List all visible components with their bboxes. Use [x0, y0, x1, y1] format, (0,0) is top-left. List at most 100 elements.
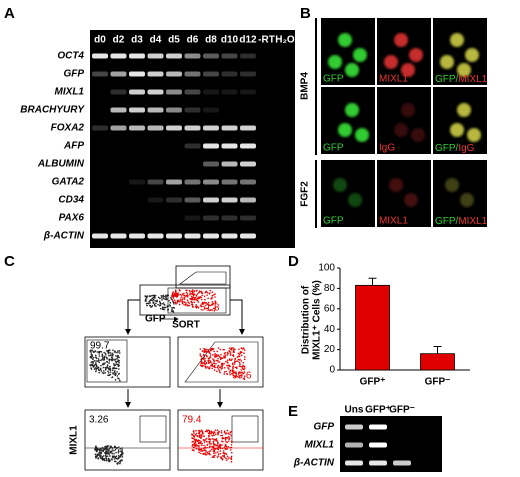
- event: [112, 362, 115, 365]
- event: [98, 454, 101, 456]
- gene-label: MIXL1: [55, 87, 85, 98]
- event: [91, 355, 94, 358]
- event: [161, 299, 163, 301]
- event: [89, 349, 92, 352]
- event: [242, 361, 245, 364]
- group-label: BMP4: [300, 72, 311, 100]
- lane-label: GFP⁻: [389, 405, 415, 416]
- event: [163, 304, 166, 306]
- event: [227, 361, 229, 364]
- y-axis-label: Distribution of: [301, 285, 312, 354]
- event: [205, 430, 208, 433]
- event: [200, 444, 203, 447]
- band: [129, 233, 145, 239]
- event: [148, 300, 150, 303]
- event: [203, 444, 205, 447]
- event: [98, 361, 101, 364]
- event: [214, 308, 217, 310]
- event: [224, 445, 227, 447]
- event: [213, 364, 216, 367]
- event: [107, 457, 110, 460]
- event: [198, 290, 201, 292]
- band: [147, 233, 164, 239]
- event: [227, 367, 229, 369]
- gate-value: 99.6: [232, 371, 252, 382]
- event: [107, 445, 110, 447]
- event: [195, 304, 197, 306]
- event: [109, 367, 111, 369]
- event: [171, 295, 173, 297]
- event: [223, 454, 226, 456]
- event: [116, 375, 119, 377]
- event: [230, 446, 233, 449]
- band: [345, 460, 363, 466]
- event: [113, 364, 116, 366]
- event: [116, 371, 118, 373]
- event: [198, 434, 201, 437]
- event: [114, 360, 117, 363]
- event: [194, 434, 197, 436]
- event: [152, 299, 154, 302]
- event: [224, 351, 226, 354]
- event: [229, 433, 231, 436]
- event: [107, 374, 109, 377]
- event: [214, 439, 217, 441]
- event: [212, 445, 215, 448]
- micrograph: [377, 160, 431, 227]
- event: [229, 351, 232, 353]
- event: [238, 376, 241, 378]
- event: [151, 304, 154, 307]
- event: [228, 347, 231, 350]
- event: [191, 433, 193, 435]
- event: [227, 432, 230, 435]
- event: [204, 453, 207, 456]
- event: [154, 296, 156, 299]
- event: [106, 360, 108, 363]
- event: [110, 358, 112, 361]
- event: [112, 353, 114, 356]
- event: [217, 359, 219, 362]
- event: [193, 432, 195, 434]
- event: [189, 291, 191, 293]
- event: [217, 365, 220, 367]
- band: [110, 71, 127, 77]
- event: [111, 449, 114, 451]
- band: [147, 197, 164, 203]
- event: [215, 452, 217, 454]
- event: [216, 451, 219, 453]
- event: [211, 365, 214, 367]
- event: [200, 452, 202, 455]
- gate: [231, 415, 259, 443]
- event: [148, 295, 151, 297]
- event: [220, 365, 223, 367]
- event: [108, 362, 110, 364]
- event: [201, 435, 203, 437]
- event: [155, 305, 157, 307]
- event: [109, 455, 111, 457]
- event: [206, 444, 208, 446]
- event: [114, 379, 117, 381]
- event: [243, 358, 246, 361]
- event: [191, 304, 194, 306]
- event: [228, 457, 230, 459]
- event: [211, 291, 214, 294]
- event: [92, 366, 95, 368]
- event: [220, 434, 222, 437]
- band: [184, 125, 201, 131]
- event: [212, 358, 214, 360]
- event: [208, 435, 210, 438]
- event: [113, 366, 115, 369]
- event: [188, 302, 191, 304]
- event: [148, 302, 150, 305]
- event: [215, 354, 218, 356]
- event: [214, 429, 217, 432]
- event: [186, 299, 189, 302]
- event: [117, 365, 119, 367]
- event: [186, 305, 189, 307]
- band: [166, 53, 182, 59]
- band: [184, 233, 201, 239]
- event: [186, 295, 189, 298]
- event: [211, 309, 213, 311]
- event: [238, 353, 241, 356]
- event: [183, 304, 185, 306]
